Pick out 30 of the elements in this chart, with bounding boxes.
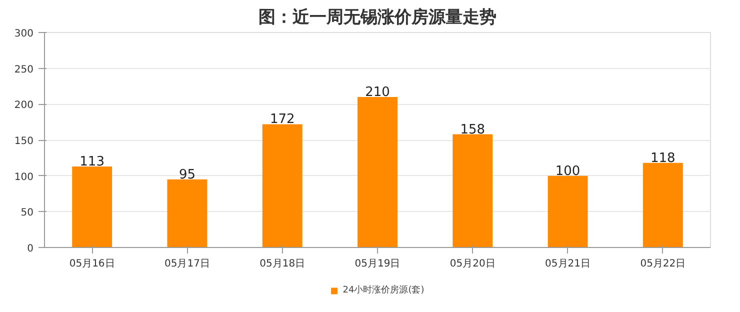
data-label: 113 [80,154,104,170]
y-tick-label: 50 [20,208,34,219]
chart-title: 图：近一周无锡涨价房源量走势 [258,8,496,28]
y-tick-label: 150 [14,136,34,147]
x-tick-label: 05月18日 [260,258,306,270]
bar [72,166,112,248]
legend-label: 24小时涨价房源(套) [342,284,424,296]
x-tick-label: 05月22日 [640,258,686,270]
data-label: 100 [555,164,580,179]
x-tick-label: 05月20日 [450,258,496,270]
y-tick-label: 0 [27,244,34,254]
bar [642,162,683,248]
bar [167,179,208,248]
bar [548,176,588,248]
data-label: 210 [365,85,390,100]
y-tick-label: 100 [14,172,34,183]
data-label: 95 [178,167,196,182]
y-tick-label: 200 [14,100,34,112]
bar [358,97,398,248]
x-tick-label: 05月19日 [354,258,400,270]
x-tick-label: 05月21日 [545,258,591,270]
x-tick-label: 05月17日 [164,258,210,270]
bar [452,134,493,248]
data-label: 172 [270,112,295,128]
bar [262,124,302,248]
data-label: 158 [460,122,486,138]
y-tick-label: 250 [14,64,34,76]
x-tick-label: 05月16日 [69,258,115,270]
data-label: 118 [650,150,676,166]
y-tick-label: 300 [14,28,34,40]
